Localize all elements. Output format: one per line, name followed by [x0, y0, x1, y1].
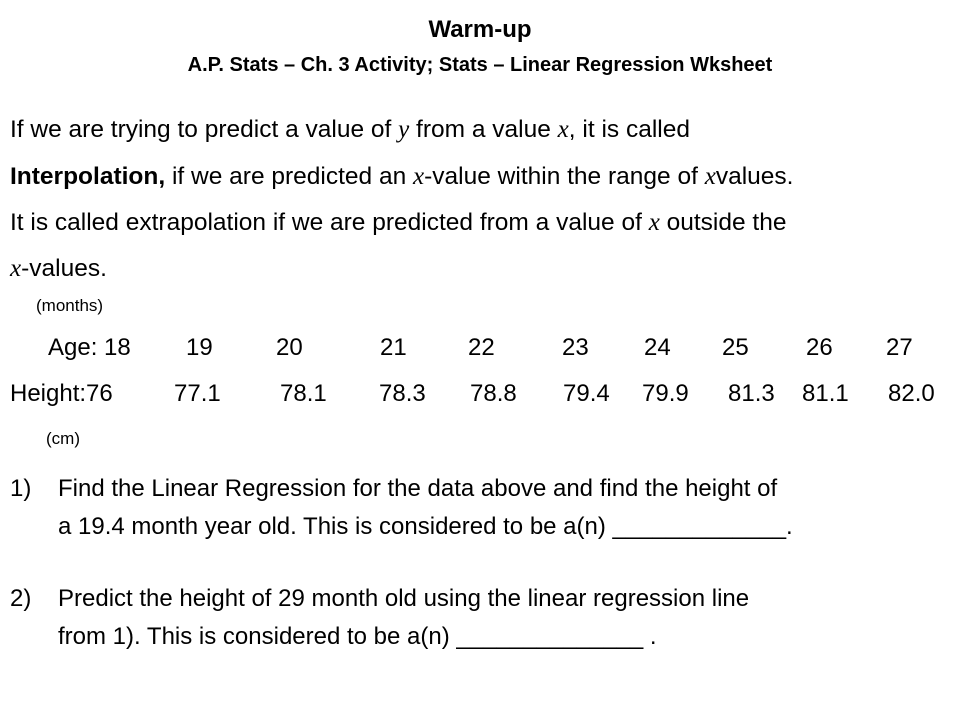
question-text-line: Predict the height of 29 month old using… [58, 585, 750, 612]
question-body: Find the Linear Regression for the data … [58, 470, 793, 546]
question-body: Predict the height of 29 month old using… [58, 580, 749, 656]
intro-text: , it is called [568, 116, 690, 143]
height-value: 81.3 [728, 380, 775, 407]
question-number: 2) [10, 585, 32, 612]
age-unit-label: (months) [36, 296, 104, 315]
question-2: 2) Predict the height of 29 month old us… [10, 580, 955, 660]
variable-y: y [398, 116, 410, 143]
intro-text: values. [715, 163, 794, 190]
intro-text: if we are predicted an [165, 163, 414, 190]
height-row-label: Height:76 [10, 380, 113, 407]
intro-text: -values. [21, 255, 107, 282]
question-text-line: a 19.4 month year old. This is considere… [58, 513, 793, 540]
intro-text: -value within the range of [424, 163, 705, 190]
height-unit-label: (cm) [46, 429, 80, 448]
height-value: 78.1 [280, 380, 327, 407]
intro-text: If we are trying to predict a value of [10, 116, 399, 143]
question-text-line: from 1). This is considered to be a(n) _… [58, 623, 657, 650]
intro-text: outside the [659, 209, 787, 236]
age-row-label: Age: 18 [48, 334, 131, 361]
variable-x: x [413, 163, 425, 190]
age-value: 21 [380, 334, 407, 361]
slide-title: Warm-up [428, 16, 532, 43]
question-1: 1) Find the Linear Regression for the da… [10, 470, 955, 550]
height-value: 82.0 [888, 380, 935, 407]
age-value: 20 [276, 334, 303, 361]
intro-line-4: x-values. [10, 247, 955, 291]
slide-subtitle: A.P. Stats – Ch. 3 Activity; Stats – Lin… [187, 54, 773, 76]
variable-x: x [557, 116, 569, 143]
height-value: 78.3 [379, 380, 426, 407]
height-value: 79.4 [563, 380, 610, 407]
intro-line-2: Interpolation, if we are predicted an x-… [10, 155, 955, 199]
height-value: 77.1 [174, 380, 221, 407]
intro-line-1: If we are trying to predict a value of y… [10, 108, 955, 152]
age-value: 19 [186, 334, 213, 361]
intro-text: from a value [409, 116, 558, 143]
intro-text: It is called extrapolation if we are pre… [10, 209, 649, 236]
variable-x: x [648, 209, 660, 236]
variable-x: x [704, 163, 716, 190]
height-value: 79.9 [642, 380, 689, 407]
age-value: 27 [886, 334, 913, 361]
age-value: 26 [806, 334, 833, 361]
age-value: 25 [722, 334, 749, 361]
question-number: 1) [10, 475, 32, 502]
age-value: 24 [644, 334, 671, 361]
age-value: 22 [468, 334, 495, 361]
height-value: 78.8 [470, 380, 517, 407]
height-value: 81.1 [802, 380, 849, 407]
question-text-line: Find the Linear Regression for the data … [58, 475, 778, 502]
intro-line-3: It is called extrapolation if we are pre… [10, 201, 955, 245]
variable-x: x [10, 255, 22, 282]
term-interpolation: Interpolation, [10, 163, 166, 190]
age-value: 23 [562, 334, 589, 361]
